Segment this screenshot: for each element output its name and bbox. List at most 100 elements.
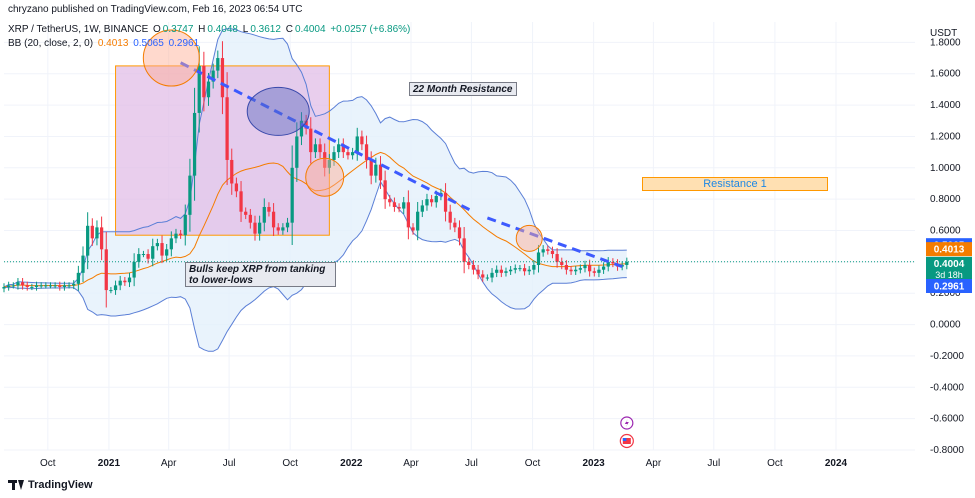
candle-body: [467, 261, 471, 266]
candle-body: [536, 252, 541, 266]
y-tick-label-3: 1.2000: [930, 131, 961, 142]
candle-body: [76, 272, 80, 284]
candle-body: [67, 285, 71, 287]
candle-body: [160, 243, 164, 256]
candle-body: [81, 255, 85, 273]
bb-lower-value: 0.2961: [168, 38, 200, 49]
candle-body: [206, 81, 211, 98]
tradingview-brand: TradingView: [28, 479, 93, 491]
y-tick-label-9: 0.0000: [930, 320, 961, 331]
y-tick-label-5: 0.8000: [930, 194, 961, 205]
candle-body: [416, 211, 420, 231]
symbol-name[interactable]: XRP / TetherUS, 1W, BINANCE: [8, 24, 149, 35]
candle-body: [429, 199, 434, 203]
candle-body: [550, 250, 555, 255]
y-tick-label-4: 1.0000: [930, 163, 961, 174]
candle-body: [72, 283, 76, 286]
y-tick-label-10: -0.2000: [930, 351, 964, 362]
candle-body: [211, 70, 215, 82]
x-tick-label-8: Oct: [525, 458, 541, 469]
candle-body: [169, 238, 173, 250]
bb-label[interactable]: BB (20, close, 2, 0): [8, 38, 94, 49]
us-flag-stripes: [622, 438, 631, 444]
candle-body: [443, 192, 448, 212]
candle-body: [281, 227, 285, 231]
candle-body: [485, 277, 490, 279]
x-tick-label-9: 2023: [583, 458, 606, 469]
candle-body: [318, 144, 322, 153]
candle-body: [411, 227, 415, 231]
candle-body: [99, 227, 104, 250]
candle-body: [16, 282, 20, 286]
x-tick-label-2: Apr: [161, 458, 177, 469]
candle-body: [276, 227, 280, 231]
candle-body: [104, 249, 108, 291]
annot-resistance-1[interactable]: Resistance 1: [642, 177, 828, 191]
y-tick-label-6: 0.6000: [930, 226, 961, 237]
candle-body: [178, 233, 183, 236]
candle-body: [495, 269, 499, 273]
candle-body: [509, 269, 513, 272]
candle-body: [183, 214, 187, 236]
annot-22-month[interactable]: 22 Month Resistance: [409, 82, 517, 96]
candle-body: [304, 120, 308, 129]
y-tick-label-8: 0.2000: [930, 288, 961, 299]
candle-body: [262, 206, 266, 223]
open-label: O: [153, 24, 161, 35]
lower-band-badge-bg: [926, 278, 972, 293]
candle-body: [518, 268, 522, 270]
candle-body: [397, 206, 401, 209]
high-label: H: [198, 24, 206, 35]
candle-body: [151, 246, 155, 259]
annot-bulls[interactable]: Bulls keep XRP from tanking to lower-lows: [185, 262, 336, 287]
candle-body: [490, 272, 494, 278]
candle-body: [271, 211, 276, 228]
candle-body: [2, 286, 6, 289]
candle-body: [34, 285, 39, 287]
candle-body: [402, 202, 406, 209]
x-tick-label-6: Apr: [403, 458, 419, 469]
candle-body: [499, 269, 503, 273]
candle-body: [95, 227, 99, 239]
tradingview-footer[interactable]: TradingView: [8, 479, 93, 491]
candle-body: [369, 159, 373, 176]
candle-body: [165, 249, 169, 256]
candle-body: [62, 285, 67, 287]
lightning-glyph: [624, 419, 629, 427]
high-value: 0.4048: [207, 24, 238, 35]
candle-body: [360, 136, 364, 145]
candle-body: [574, 269, 578, 272]
candle-body: [7, 285, 11, 287]
x-tick-label-10: Apr: [646, 458, 662, 469]
candle-body: [420, 205, 424, 212]
candle-body: [406, 202, 410, 228]
candle-body: [578, 268, 582, 270]
y-tick-label-2: 1.4000: [930, 100, 961, 111]
last-price-badge-bg: [926, 256, 972, 281]
close-label: C: [285, 24, 293, 35]
trend-line-2: [486, 216, 623, 268]
x-tick-label-13: 2024: [825, 458, 848, 469]
candle-body: [44, 285, 48, 287]
candle-body: [327, 159, 331, 168]
candle-body: [471, 265, 476, 270]
candle-body: [267, 206, 271, 212]
x-tick-label-3: Jul: [223, 458, 236, 469]
candle-body: [295, 136, 299, 168]
candle-body: [601, 266, 606, 270]
x-tick-label-11: Jul: [707, 458, 720, 469]
mid-circle: [305, 157, 345, 197]
currency-label: USDT: [930, 28, 957, 39]
candle-body: [564, 265, 569, 270]
candle-body: [225, 97, 229, 160]
candle-body: [248, 214, 252, 223]
countdown-badge: 3d 18h: [935, 270, 963, 280]
candle-body: [555, 254, 559, 262]
candle-body: [30, 286, 34, 288]
top-circle: [142, 29, 200, 87]
candle-body: [476, 269, 480, 275]
bb-upper-line: [3, 28, 627, 288]
